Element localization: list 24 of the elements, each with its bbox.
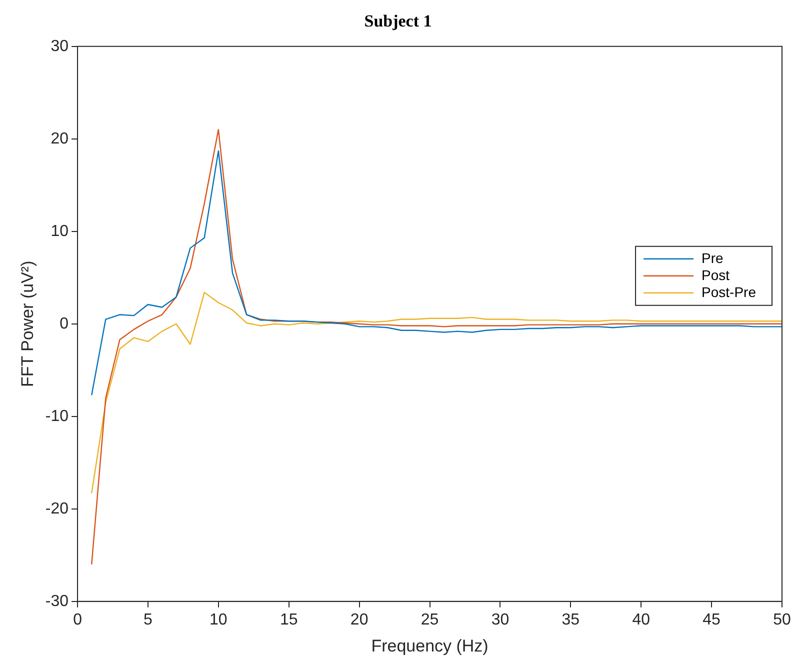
x-tick-label: 20 xyxy=(350,611,368,628)
x-tick-label: 30 xyxy=(491,611,510,628)
legend-label: Post xyxy=(702,266,730,283)
x-tick-label: 5 xyxy=(144,611,153,628)
x-tick-label: 35 xyxy=(562,611,580,628)
y-tick-label: -30 xyxy=(45,592,69,610)
x-tick-label: 25 xyxy=(420,611,439,628)
y-axis-title: FFT Power (uV²) xyxy=(18,260,37,388)
x-tick-label: 40 xyxy=(632,611,650,628)
chart-title: Subject 1 xyxy=(364,12,432,31)
x-tick-label: 10 xyxy=(210,611,228,628)
x-tick-label: 50 xyxy=(773,611,791,628)
y-tick-label: 20 xyxy=(50,130,69,148)
x-tick-label: 0 xyxy=(73,611,82,628)
legend-label: Pre xyxy=(702,250,724,266)
x-tick-label: 15 xyxy=(280,611,298,628)
y-tick-label: 30 xyxy=(50,38,69,55)
x-axis-title: Frequency (Hz) xyxy=(371,636,488,656)
y-tick-label: 0 xyxy=(60,315,69,332)
x-tick-label: 45 xyxy=(702,611,721,628)
y-tick-label: 10 xyxy=(50,222,69,240)
y-tick-label: -20 xyxy=(45,500,69,518)
y-tick-label: -10 xyxy=(45,408,69,425)
legend-label: Post-Pre xyxy=(702,284,756,300)
